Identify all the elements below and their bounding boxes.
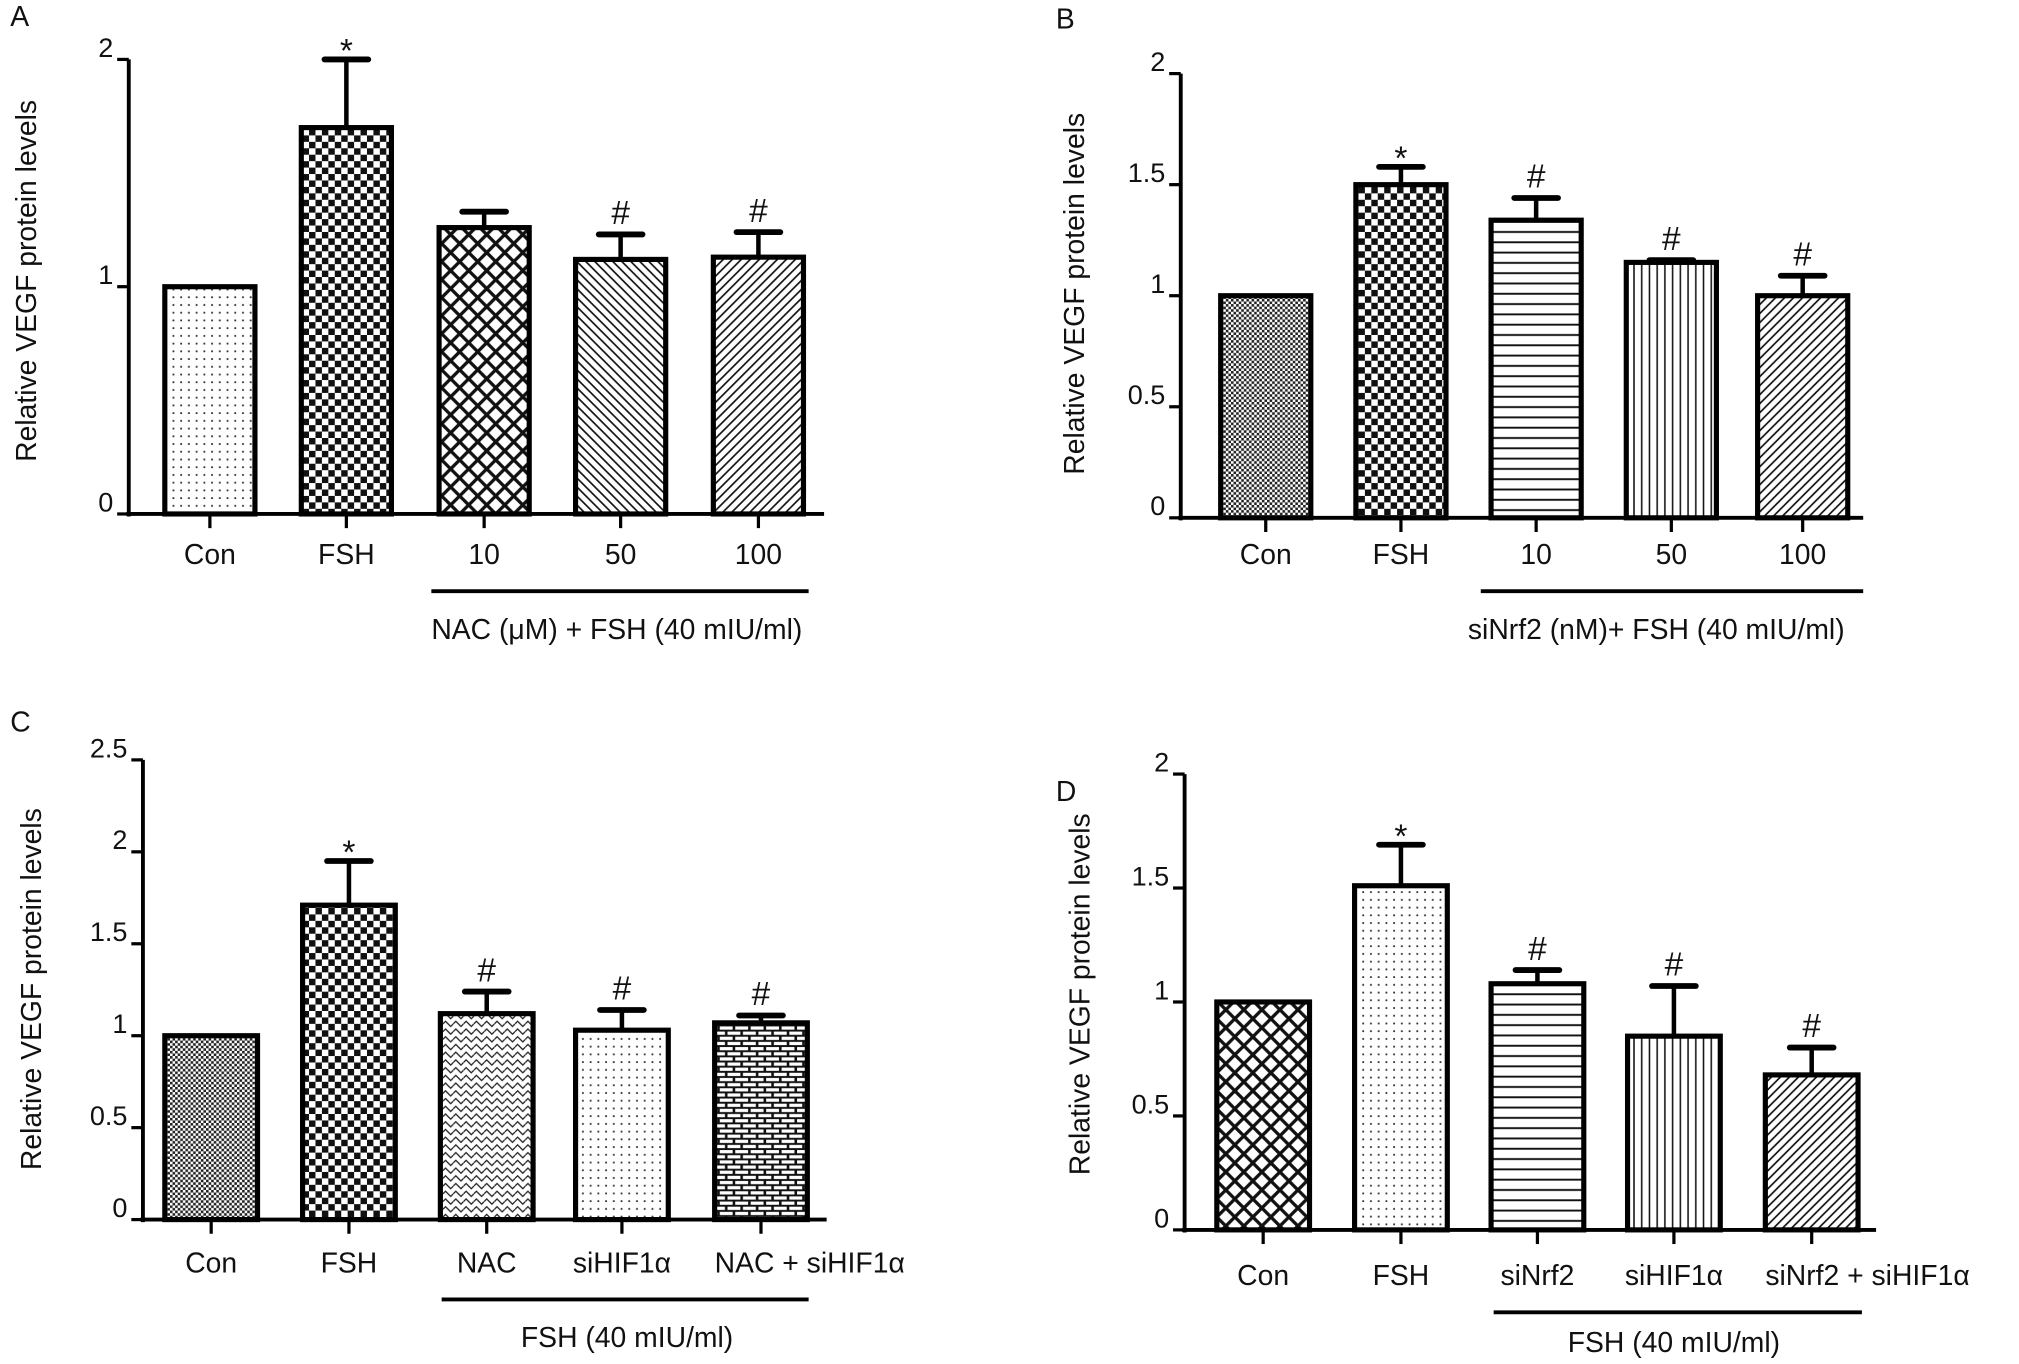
significance-marker: # [613, 971, 632, 1008]
x-tick-label: siHIF1α [1625, 1260, 1723, 1292]
bar-sinrf2-sihif1- [1762, 1072, 1861, 1233]
significance-marker: * [340, 33, 353, 70]
y-tick-label: 0.5 [1132, 1089, 1170, 1119]
bar-nac-sihif1- [712, 1020, 810, 1223]
y-tick-label: 1 [1150, 269, 1165, 299]
bar-100 [710, 254, 807, 517]
x-tick-label: 50 [1656, 539, 1688, 571]
y-tick-label: 0 [98, 487, 113, 517]
y-tick-label: 2 [112, 825, 127, 855]
panel-letter: C [10, 707, 30, 739]
bar-con [162, 284, 258, 517]
y-axis-label: Relative VEGF protein levels [1064, 813, 1096, 1175]
bar-con [1218, 293, 1314, 521]
bar-fsh [300, 902, 398, 1223]
x-tick-label: siNrf2 + siHIF1α [1765, 1260, 1969, 1292]
panel-letter: D [1056, 776, 1076, 808]
x-tick-label: FSH [318, 539, 375, 571]
significance-marker: # [1662, 221, 1681, 258]
significance-marker: * [342, 835, 355, 872]
y-tick-label: 0.5 [90, 1101, 128, 1131]
x-tick-label: FSH [1373, 539, 1430, 571]
group-label: siNrf2 (nM)+ FSH (40 mIU/ml) [1468, 614, 1845, 646]
y-tick-label: 1.5 [90, 917, 128, 947]
x-tick-label: FSH [321, 1247, 378, 1279]
x-tick-label: siNrf2 [1500, 1260, 1574, 1292]
bar-sihif1- [1624, 1033, 1723, 1233]
significance-marker: # [1665, 947, 1684, 984]
x-tick-label: Con [184, 539, 236, 571]
y-axis-label: Relative VEGF protein levels [1059, 113, 1091, 475]
y-axis-label: Relative VEGF protein levels [11, 100, 43, 462]
x-tick-label: Con [1237, 1260, 1289, 1292]
x-tick-label: 50 [605, 539, 637, 571]
bar-fsh [1352, 883, 1450, 1233]
y-axis-label: Relative VEGF protein levels [16, 808, 48, 1170]
significance-marker: # [1793, 236, 1812, 273]
x-tick-label: NAC + siHIF1α [715, 1247, 905, 1279]
bar-fsh [1353, 182, 1449, 521]
y-tick-label: 0 [1150, 491, 1165, 521]
y-tick-label: 2 [1150, 47, 1165, 77]
x-tick-label: 100 [1779, 539, 1826, 571]
y-tick-label: 1 [112, 1009, 127, 1039]
significance-marker: # [1802, 1008, 1821, 1045]
panel-c: C Relative VEGF protein levels Con * FSH # NAC… [10, 707, 905, 1354]
y-tick-label: 1 [1154, 975, 1169, 1005]
y-tick-label: 2 [98, 33, 113, 63]
bar-con [1214, 999, 1313, 1233]
y-tick-label: 2.5 [90, 733, 128, 763]
x-tick-label: 10 [468, 539, 500, 571]
y-tick-label: 0.5 [1128, 380, 1166, 410]
significance-marker: # [749, 193, 768, 230]
x-tick-label: 10 [1520, 539, 1552, 571]
bar-con [162, 1033, 261, 1223]
x-tick-label: siHIF1α [573, 1247, 671, 1279]
bar-10 [436, 225, 532, 517]
bar-nac [437, 1011, 536, 1223]
x-tick-label: Con [1240, 539, 1292, 571]
y-tick-label: 2 [1154, 747, 1169, 777]
x-tick-label: Con [185, 1247, 237, 1279]
significance-marker: # [1527, 159, 1546, 196]
bar-fsh [298, 125, 395, 517]
x-tick-label: 100 [735, 539, 782, 571]
group-label: NAC (μM) + FSH (40 mIU/ml) [431, 614, 802, 646]
bar-10 [1488, 217, 1584, 521]
bar-100 [1755, 293, 1851, 521]
bar-50 [1623, 259, 1719, 521]
significance-marker: # [477, 952, 496, 989]
bar-sinrf2 [1488, 981, 1587, 1233]
y-tick-label: 0 [112, 1193, 127, 1223]
x-tick-label: FSH [1373, 1260, 1430, 1292]
bar-sihif1- [572, 1027, 671, 1223]
panel-letter: A [10, 1, 29, 33]
significance-marker: * [1394, 818, 1407, 855]
significance-marker: * [1394, 140, 1407, 177]
y-tick-label: 0 [1154, 1203, 1169, 1233]
group-label: FSH (40 mIU/ml) [1568, 1327, 1780, 1359]
x-tick-label: NAC [457, 1247, 517, 1279]
bar-50 [572, 256, 669, 517]
group-label: FSH (40 mIU/ml) [521, 1322, 733, 1354]
panel-letter: B [1056, 4, 1075, 36]
significance-marker: # [611, 195, 630, 232]
significance-marker: # [752, 976, 771, 1013]
panel-d: D Relative VEGF protein levels Con * FSH # siN… [1056, 747, 1970, 1359]
y-tick-label: 1.5 [1132, 861, 1170, 891]
significance-marker: # [1528, 931, 1547, 968]
y-tick-label: 1.5 [1128, 158, 1166, 188]
y-tick-label: 1 [98, 260, 113, 290]
